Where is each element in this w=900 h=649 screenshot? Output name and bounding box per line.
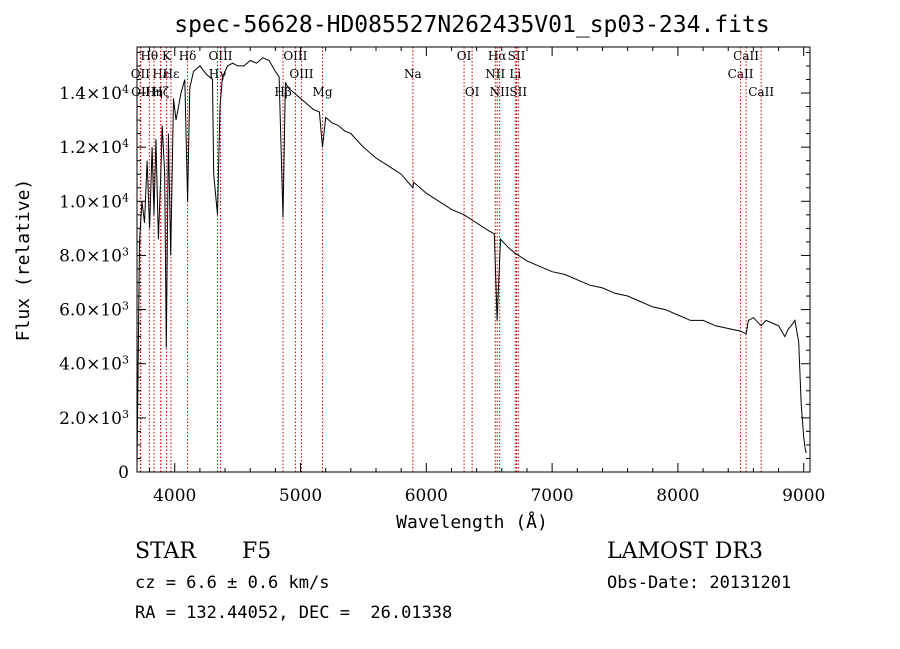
object-class: STAR [135,539,196,564]
line-label: Hε [163,67,180,81]
x-axis-label: Wavelength (Å) [396,511,548,533]
y-tick-label: 4.0×103 [59,353,129,375]
y-axis-label: Flux (relative) [13,179,34,342]
x-tick-label: 7000 [530,486,573,506]
cz-value: cz = 6.6 ± 0.6 km/s [135,573,330,593]
axis-ticks: 4000 5000 6000 7000 8000 9000 0 2.0×103 4.0×103 6… [59,47,825,506]
survey-name: LAMOST DR3 [607,539,763,564]
y-tick-exponent: 3 [122,407,129,420]
line-label: Hη [145,85,163,99]
y-tick-exponent: 3 [122,245,129,258]
line-label: Na [404,67,422,81]
y-tick-exponent: 3 [122,353,129,366]
y-tick-label: 1.4×104 [59,83,129,105]
y-tick-label: 2.0×103 [59,407,129,429]
plot-frame [136,46,811,473]
line-label: Hβ [274,85,291,99]
line-label: OI [465,85,480,99]
x-tick-label: 8000 [656,486,699,506]
line-label: Li [509,67,521,81]
y-tick-exponent: 4 [122,83,129,96]
line-label: NII [490,85,510,99]
y-tick-label: 1.0×104 [59,191,129,213]
obs-date: Obs-Date: 20131201 [607,573,792,593]
line-label: OIII [283,49,307,63]
spectrum-line [136,57,807,467]
line-label: Hα [488,49,507,63]
line-label: OI [457,49,472,63]
line-label: CaII [748,85,774,99]
ra-dec: RA = 132.44052, DEC = 26.01338 [135,603,453,623]
line-label: Hθ [140,49,158,63]
y-tick-exponent: 3 [122,299,129,312]
line-label: Hζ [152,85,169,99]
x-tick-label: 6000 [405,486,448,506]
line-label: Hδ [179,49,197,63]
chart-title: spec-56628-HD085527N262435V01_sp03-234.f… [174,12,769,38]
line-label: CaII [733,49,759,63]
line-label: Mg [313,85,333,99]
x-tick-label: 9000 [782,486,825,506]
line-label: SII [509,85,527,99]
y-tick-label: 1.2×104 [59,137,129,159]
line-label: OIII [208,49,232,63]
x-tick-label: 4000 [153,486,196,506]
y-tick-label: 8.0×103 [59,245,129,267]
y-tick-label: 6.0×103 [59,299,129,321]
emission-line-markers: HθOIIOIIKHεHηHδHεHζOIIIHγHβOIIIOIIIMgNaO… [131,47,774,472]
line-label: OII [131,67,151,81]
line-label: K [162,49,172,63]
line-label: OIII [289,67,313,81]
line-label: SII [508,49,526,63]
line-label: OII [131,85,151,99]
y-tick-label: 0 [118,463,129,483]
subclass: F5 [242,539,272,564]
x-tick-label: 5000 [279,486,322,506]
line-label: Hε [152,67,169,81]
line-label: Hγ [209,67,227,81]
y-tick-exponent: 4 [122,191,129,204]
line-label: CaII [728,67,754,81]
y-tick-exponent: 4 [122,137,129,150]
line-label: NII [485,67,505,81]
